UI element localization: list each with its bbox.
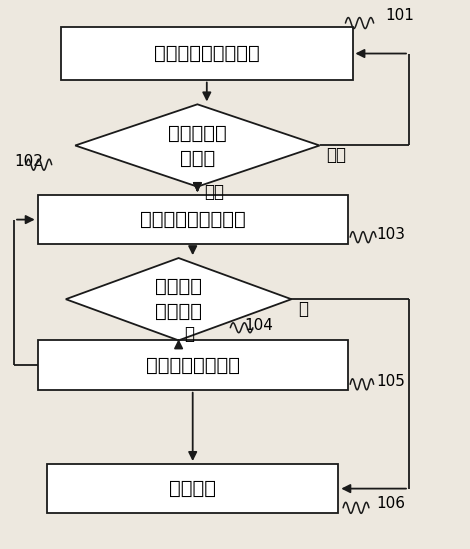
Text: 101: 101	[385, 8, 414, 23]
Text: 打印机状态信息获取: 打印机状态信息获取	[154, 44, 259, 63]
Text: 打印基线自动调整: 打印基线自动调整	[146, 356, 240, 374]
Polygon shape	[66, 258, 291, 340]
Bar	[38, 195, 348, 244]
Bar	[47, 464, 338, 513]
Bar	[38, 340, 348, 390]
Text: 打印纸位置信息检测: 打印纸位置信息检测	[140, 210, 246, 229]
Text: 繁忙: 繁忙	[327, 146, 347, 164]
Bar	[61, 27, 352, 80]
Polygon shape	[75, 104, 320, 187]
Text: 判断打印工
作状态: 判断打印工 作状态	[168, 124, 227, 167]
Text: 105: 105	[376, 374, 405, 389]
Text: 空闲: 空闲	[204, 183, 225, 200]
Text: 102: 102	[14, 154, 43, 170]
Text: 数据打印: 数据打印	[169, 479, 216, 498]
Text: 106: 106	[376, 496, 405, 512]
Text: 104: 104	[244, 317, 273, 333]
Text: 是: 是	[184, 325, 194, 343]
Text: 103: 103	[376, 227, 405, 243]
Text: 打印是否
存在偏差: 打印是否 存在偏差	[155, 277, 202, 321]
Text: 否: 否	[298, 300, 308, 317]
